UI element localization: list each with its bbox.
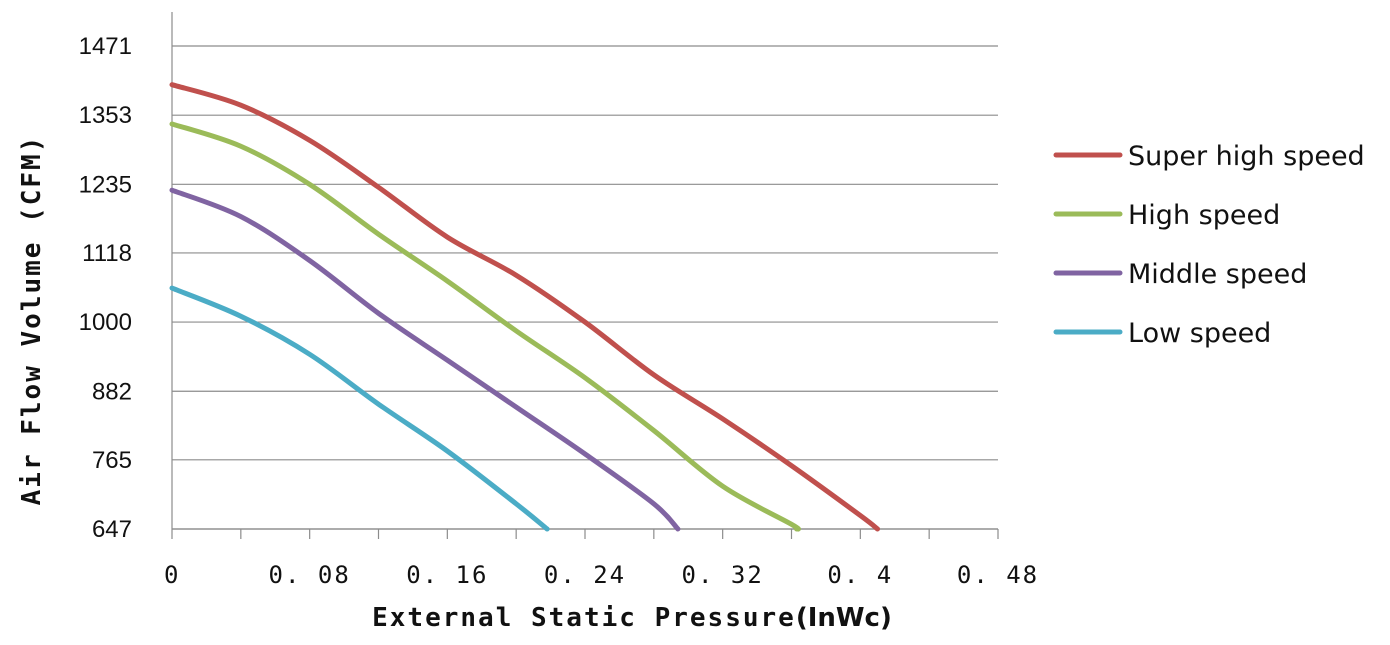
x-tick-labels: 0 0. 08 0. 16 0. 24 0. 32 0. 4 0. 48 — [164, 561, 1039, 589]
series-line-high-speed — [169, 121, 801, 532]
y-axis-title: Air Flow Volume (CFM) — [17, 135, 47, 506]
y-tick-label: 765 — [92, 447, 132, 474]
y-tick-label: 882 — [92, 378, 132, 405]
y-tick-label: 1000 — [79, 309, 132, 336]
x-tick-label: 0. 08 — [269, 561, 351, 589]
x-axis-title: External Static Pressure(InWc) — [372, 603, 892, 633]
y-tick-label: 1235 — [79, 171, 132, 198]
legend-label-high-speed: High speed — [1128, 200, 1280, 231]
y-tick-label: 647 — [92, 516, 132, 543]
series-lines — [169, 82, 881, 532]
series-line-super-high-speed — [169, 82, 881, 532]
x-tick-label: 0. 16 — [406, 561, 488, 589]
axes — [171, 12, 999, 539]
legend-label-low-speed: Low speed — [1128, 318, 1271, 349]
y-tick-labels: 647 765 882 1000 1118 1235 1353 1471 — [79, 33, 132, 543]
series-line-middle-speed — [169, 187, 681, 532]
x-axis-title-main: External Static Pressure — [372, 603, 796, 633]
y-tick-label: 1118 — [82, 240, 132, 267]
x-axis-title-unit: (InWc) — [796, 603, 892, 633]
legend-label-middle-speed: Middle speed — [1128, 259, 1307, 290]
y-tick-label: 1471 — [79, 33, 132, 60]
legend-label-super-high-speed: Super high speed — [1128, 141, 1365, 172]
x-tick-label: 0. 4 — [827, 561, 893, 589]
x-tick-label: 0. 48 — [957, 561, 1039, 589]
x-tick-label: 0. 32 — [682, 561, 764, 589]
x-tick-label: 0 — [164, 561, 180, 589]
legend: Super high speed High speed Middle speed Lo… — [1053, 141, 1365, 349]
x-tick-label: 0. 24 — [544, 561, 626, 589]
y-tick-label: 1353 — [79, 102, 132, 129]
series-line-low-speed — [169, 285, 550, 532]
